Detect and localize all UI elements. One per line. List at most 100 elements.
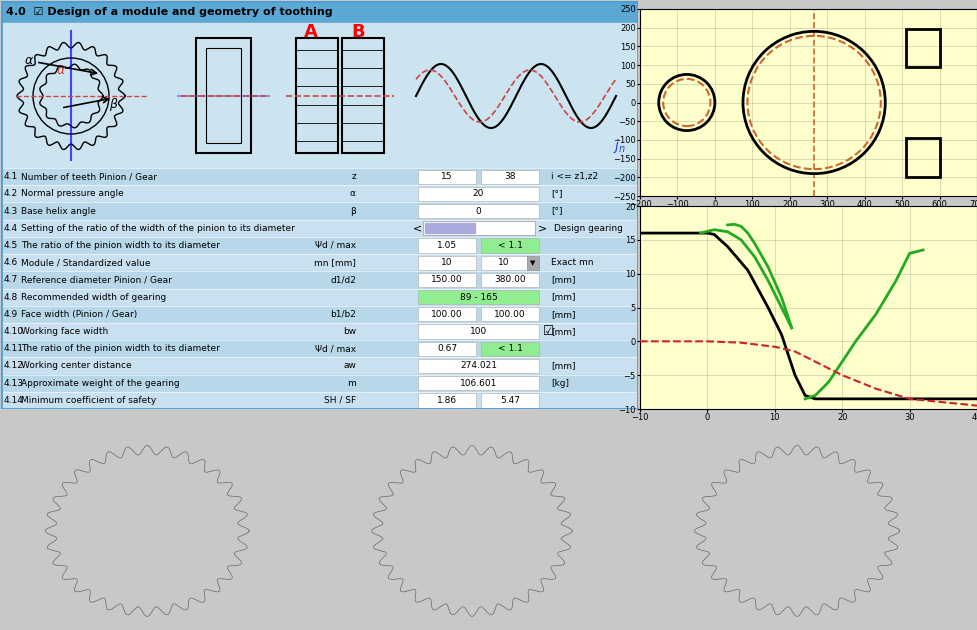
- Text: 1.86: 1.86: [437, 396, 456, 405]
- Text: 4.8: 4.8: [4, 292, 19, 302]
- Text: $j_n$: $j_n$: [613, 137, 625, 155]
- Text: z: z: [351, 172, 356, 181]
- Bar: [417, 273, 476, 287]
- Text: <: <: [412, 223, 422, 233]
- Bar: [1, 185, 637, 202]
- Text: [mm]: [mm]: [550, 292, 574, 302]
- Text: 4.1: 4.1: [4, 172, 19, 181]
- Bar: [342, 38, 384, 153]
- Bar: [1, 306, 637, 323]
- Text: 100.00: 100.00: [431, 310, 462, 319]
- Bar: [296, 38, 338, 153]
- Text: [mm]: [mm]: [550, 362, 574, 370]
- Text: [°]: [°]: [550, 190, 562, 198]
- Text: 274.021: 274.021: [459, 362, 496, 370]
- Text: Normal pressure angle: Normal pressure angle: [21, 190, 124, 198]
- Bar: [423, 220, 534, 235]
- Text: $\beta$: $\beta$: [108, 96, 118, 113]
- Text: 4.9: 4.9: [4, 310, 19, 319]
- Text: 106.601: 106.601: [459, 379, 496, 387]
- Text: 380.00: 380.00: [493, 275, 526, 284]
- Bar: [1, 23, 637, 168]
- Bar: [1, 357, 637, 375]
- Text: 10: 10: [441, 258, 452, 267]
- Text: A: A: [304, 23, 318, 41]
- Text: m: m: [347, 379, 356, 387]
- Bar: [1, 1, 637, 23]
- Text: 20: 20: [472, 190, 484, 198]
- Bar: [417, 324, 538, 339]
- Text: Number of teeth Pinion / Gear: Number of teeth Pinion / Gear: [21, 172, 157, 181]
- Text: 10: 10: [497, 258, 509, 267]
- Text: 4.7: 4.7: [4, 275, 19, 284]
- Text: 1.05: 1.05: [437, 241, 456, 250]
- Bar: [1, 272, 637, 289]
- Text: α: α: [350, 190, 356, 198]
- Bar: [417, 393, 476, 408]
- Bar: [206, 48, 240, 143]
- Text: aw: aw: [343, 362, 356, 370]
- Text: 0.67: 0.67: [437, 344, 456, 353]
- Text: 15: 15: [441, 172, 452, 181]
- Text: b1/b2: b1/b2: [330, 310, 356, 319]
- Bar: [905, 30, 939, 67]
- Bar: [481, 307, 538, 321]
- Text: 4.3: 4.3: [4, 207, 19, 215]
- Text: 100.00: 100.00: [493, 310, 526, 319]
- Text: d1/d2: d1/d2: [330, 275, 356, 284]
- Text: 38: 38: [504, 172, 515, 181]
- Bar: [1, 392, 637, 409]
- Bar: [425, 222, 475, 233]
- Bar: [417, 376, 538, 391]
- Bar: [1, 237, 637, 254]
- Bar: [905, 138, 939, 178]
- Bar: [1, 323, 637, 340]
- Bar: [417, 204, 538, 218]
- Text: >: >: [537, 223, 547, 233]
- Text: Working center distance: Working center distance: [21, 362, 132, 370]
- Text: [kg]: [kg]: [550, 379, 569, 387]
- Text: 4.11: 4.11: [4, 344, 24, 353]
- Text: 4.13: 4.13: [4, 379, 24, 387]
- Text: mn [mm]: mn [mm]: [314, 258, 356, 267]
- Bar: [481, 341, 538, 356]
- Text: 5.47: 5.47: [499, 396, 520, 405]
- Bar: [417, 256, 476, 270]
- Bar: [527, 256, 538, 270]
- Text: 4.2: 4.2: [4, 190, 19, 198]
- Bar: [1, 375, 637, 392]
- Text: SH / SF: SH / SF: [323, 396, 356, 405]
- Text: Face width (Pinion / Gear): Face width (Pinion / Gear): [21, 310, 137, 319]
- Text: Minimum coefficient of safety: Minimum coefficient of safety: [21, 396, 156, 405]
- Text: 150.00: 150.00: [431, 275, 462, 284]
- Bar: [417, 341, 476, 356]
- Text: i <= z1,z2: i <= z1,z2: [550, 172, 598, 181]
- Bar: [417, 186, 538, 201]
- Text: bw: bw: [343, 327, 356, 336]
- Text: 4.14: 4.14: [4, 396, 23, 405]
- Bar: [481, 273, 538, 287]
- Text: Module / Standardized value: Module / Standardized value: [21, 258, 150, 267]
- Text: β: β: [350, 207, 356, 215]
- Bar: [417, 307, 476, 321]
- Text: $\alpha$: $\alpha$: [24, 54, 34, 67]
- Bar: [481, 393, 538, 408]
- Text: < 1.1: < 1.1: [497, 241, 522, 250]
- Text: 4.5: 4.5: [4, 241, 19, 250]
- Text: ☑: ☑: [542, 325, 554, 338]
- Text: The ratio of the pinion width to its diameter: The ratio of the pinion width to its dia…: [21, 344, 220, 353]
- Text: < 1.1: < 1.1: [497, 344, 522, 353]
- Text: $\alpha$: $\alpha$: [56, 64, 66, 77]
- Text: 100: 100: [469, 327, 487, 336]
- Text: Ψd / max: Ψd / max: [315, 344, 356, 353]
- Bar: [1, 340, 637, 357]
- Text: 0: 0: [475, 207, 481, 215]
- Bar: [1, 202, 637, 220]
- Text: 89 - 165: 89 - 165: [459, 292, 497, 302]
- Text: Working face width: Working face width: [21, 327, 108, 336]
- Bar: [195, 38, 251, 153]
- Text: Reference diameter Pinion / Gear: Reference diameter Pinion / Gear: [21, 275, 172, 284]
- Text: 4.0  ☑ Design of a module and geometry of toothing: 4.0 ☑ Design of a module and geometry of…: [6, 7, 332, 17]
- Bar: [1, 168, 637, 185]
- Text: B: B: [351, 23, 364, 41]
